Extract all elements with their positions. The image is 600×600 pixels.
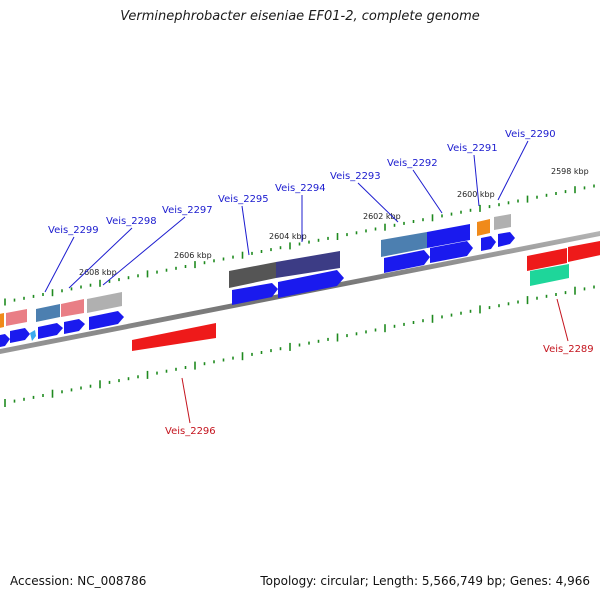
cds-block-veis-2289[interactable]	[527, 248, 567, 271]
label-leaders	[44, 140, 529, 293]
position-label: 2602 kbp	[363, 212, 401, 221]
gene-label-veis-2293[interactable]: Veis_2293	[330, 171, 381, 182]
cds-block[interactable]	[36, 304, 60, 322]
cds-block[interactable]	[6, 309, 27, 326]
position-label: 2608 kbp	[79, 268, 117, 277]
cds-arrow[interactable]	[0, 334, 10, 348]
position-label: 2600 kbp	[457, 190, 495, 199]
position-label: 2606 kbp	[174, 251, 212, 260]
gene-label-veis-2298[interactable]: Veis_2298	[106, 216, 157, 227]
gene-label-veis-2290[interactable]: Veis_2290	[505, 129, 556, 140]
cds-arrow-veis-2295[interactable]	[232, 283, 278, 305]
marker-arrow	[30, 330, 36, 341]
cds-arrow[interactable]	[481, 236, 496, 251]
gene-label-veis-2289[interactable]: Veis_2289	[543, 344, 594, 355]
position-label: 2604 kbp	[269, 232, 307, 241]
cds-block-veis-2290[interactable]	[494, 214, 511, 230]
cds-arrow[interactable]	[89, 311, 124, 330]
tick-marks	[4, 184, 595, 407]
gene-label-veis-2295[interactable]: Veis_2295	[218, 194, 269, 205]
cds-block-veis-2291[interactable]	[477, 219, 490, 236]
cds-block[interactable]	[229, 262, 276, 288]
cds-block-veis-2296[interactable]	[132, 323, 216, 351]
gene-labels: Veis_2299 Veis_2298 Veis_2297 Veis_2295 …	[48, 129, 594, 437]
gene-label-veis-2296[interactable]: Veis_2296	[165, 426, 216, 437]
gene-label-veis-2291[interactable]: Veis_2291	[447, 143, 498, 154]
cds-arrow-veis-2293[interactable]	[384, 250, 430, 273]
cds-block[interactable]	[381, 232, 427, 257]
gene-label-veis-2294[interactable]: Veis_2294	[275, 183, 326, 194]
position-labels: 2608 kbp 2606 kbp 2604 kbp 2602 kbp 2600…	[79, 167, 589, 277]
accession-text: Accession: NC_008786	[10, 574, 147, 588]
cds-block[interactable]	[568, 240, 600, 262]
cds-block[interactable]	[61, 299, 84, 317]
cds-block[interactable]	[0, 313, 4, 329]
cds-arrow-veis-2294[interactable]	[278, 270, 344, 298]
genome-title: Verminephrobacter eiseniae EF01-2, compl…	[120, 9, 480, 24]
position-label: 2598 kbp	[551, 167, 589, 176]
cds-block[interactable]	[87, 292, 122, 313]
gene-label-veis-2297[interactable]: Veis_2297	[162, 205, 213, 216]
cds-arrow[interactable]	[498, 232, 515, 247]
feature-blocks	[0, 214, 600, 351]
cds-arrow-veis-2292[interactable]	[430, 241, 473, 263]
cds-block[interactable]	[427, 224, 470, 248]
gene-label-veis-2292[interactable]: Veis_2292	[387, 158, 438, 169]
gene-label-veis-2299[interactable]: Veis_2299	[48, 225, 99, 236]
cds-arrow[interactable]	[10, 328, 30, 343]
label-leaders-reverse	[181, 298, 569, 424]
cds-block[interactable]	[530, 264, 569, 286]
cds-arrow[interactable]	[64, 319, 85, 334]
cds-arrow[interactable]	[38, 323, 63, 339]
cds-block[interactable]	[276, 251, 340, 278]
genome-summary-text: Topology: circular; Length: 5,566,749 bp…	[260, 574, 590, 588]
